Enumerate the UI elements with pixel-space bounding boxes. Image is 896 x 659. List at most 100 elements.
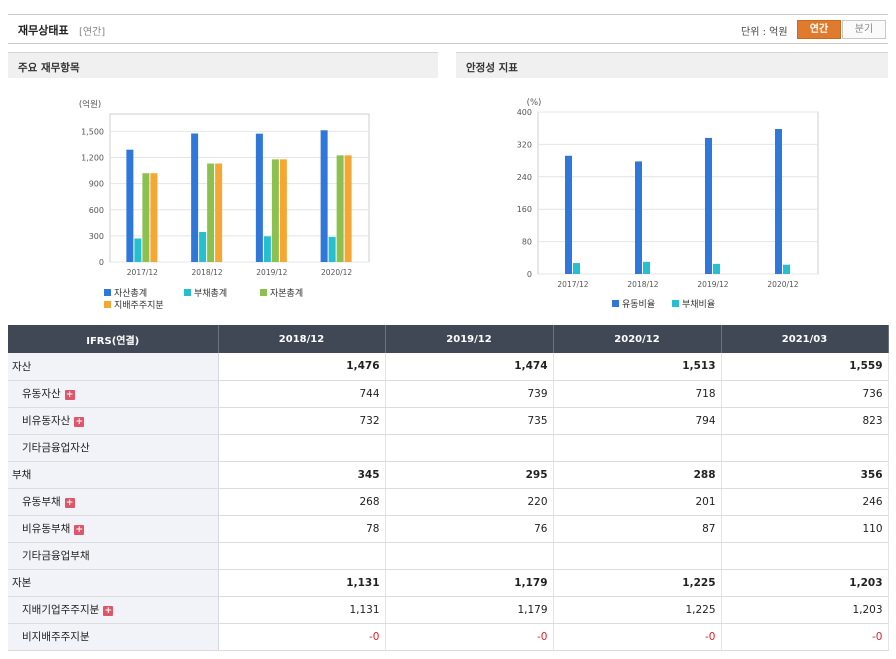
table-cell: 1,179 — [385, 569, 554, 597]
bar — [320, 130, 328, 262]
column-header: 2018/12 — [218, 325, 386, 353]
table-row: 비지배주주지분 -0 -0 -0 -0 — [8, 623, 889, 651]
table-cell: 1,559 — [721, 353, 889, 381]
annual-toggle-button[interactable]: 연간 — [797, 20, 841, 39]
period-subtitle: [연간] — [79, 27, 106, 38]
table-cell: 1,179 — [385, 596, 554, 624]
expand-plus-icon[interactable]: + — [103, 606, 114, 616]
bar — [336, 155, 344, 262]
table-cell: 736 — [721, 380, 889, 408]
table-cell: 76 — [385, 515, 554, 543]
expand-plus-icon[interactable]: + — [64, 498, 75, 508]
table-cell — [553, 434, 722, 462]
table-row: 자본 1,131 1,179 1,225 1,203 — [8, 569, 889, 597]
table-cell: 110 — [721, 515, 889, 543]
table-cell: 1,131 — [218, 569, 386, 597]
row-label: 자산 — [8, 353, 219, 381]
legend-swatch — [672, 300, 679, 307]
x-tick-label: 2020/12 — [321, 268, 352, 277]
bar — [150, 173, 158, 262]
row-label-text: 비유동부채 — [22, 523, 71, 535]
bar — [643, 261, 650, 274]
legend-label: 부채총계 — [194, 287, 227, 299]
table-cell — [721, 542, 889, 570]
bar — [255, 133, 263, 262]
financial-table: IFRS(연결) 2018/12 2019/12 2020/12 2021/03… — [8, 325, 889, 651]
y-tick-label: 320 — [517, 140, 532, 149]
bar — [271, 159, 279, 262]
stability-chart: 0 80 160 240 320 400(%) 2017/12 2018/12 2019/12 2… — [517, 98, 819, 310]
y-tick-label: 600 — [89, 206, 104, 215]
table-cell — [218, 434, 386, 462]
table-row: 비유동부채 +78 76 87 110 — [8, 515, 889, 543]
bar — [713, 263, 720, 274]
row-label: 지배기업주주지분 + — [8, 596, 219, 624]
unit-label: 단위 : 억원 — [741, 27, 788, 38]
y-tick-label: 0 — [527, 270, 532, 279]
expand-plus-icon[interactable]: + — [74, 525, 85, 535]
y-tick-label: 240 — [517, 173, 532, 182]
table-cell — [218, 542, 386, 570]
column-header: 2021/03 — [721, 325, 889, 353]
bar — [191, 133, 199, 262]
quarter-toggle-button[interactable]: 분기 — [842, 20, 886, 39]
expand-plus-icon[interactable]: + — [64, 390, 75, 400]
table-cell: 1,474 — [385, 353, 554, 381]
table-cell: -0 — [385, 623, 554, 651]
statement-header: 재무상태표 [연간] 단위 : 억원 연간 분기 — [8, 14, 888, 44]
table-cell: 1,513 — [553, 353, 722, 381]
row-label: 유동자산 + — [8, 380, 219, 408]
row-label: 기타금융업부채 — [8, 542, 219, 570]
table-cell: 718 — [553, 380, 722, 408]
page-title: 재무상태표 — [18, 24, 69, 37]
bar — [783, 264, 790, 274]
legend-swatch — [104, 289, 111, 296]
bar — [215, 163, 223, 262]
table-cell: 735 — [385, 407, 554, 435]
table-cell: 288 — [553, 461, 722, 489]
bar — [344, 155, 352, 262]
row-label: 기타금융업자산 — [8, 434, 219, 462]
row-label-text: 비유동자산 — [22, 415, 71, 427]
bar — [573, 263, 580, 274]
y-tick-label: 0 — [99, 258, 104, 267]
table-cell: 1,203 — [721, 596, 889, 624]
legend-label: 유동비율 — [622, 299, 655, 310]
column-header: IFRS(연결) — [8, 325, 219, 353]
y-tick-label: 900 — [89, 180, 104, 189]
row-label: 비유동부채 + — [8, 515, 219, 543]
y-tick-label: 80 — [522, 238, 532, 247]
table-cell: 268 — [218, 488, 386, 516]
table-cell: 794 — [553, 407, 722, 435]
bar — [565, 155, 572, 274]
table-row: 지배기업주주지분 +1,131 1,179 1,225 1,203 — [8, 596, 889, 624]
bar — [279, 159, 287, 262]
row-label-text: 자본 — [12, 577, 32, 589]
row-label-text: 기타금융업부채 — [22, 550, 90, 562]
x-tick-label: 2017/12 — [127, 268, 158, 277]
expand-plus-icon[interactable]: + — [74, 417, 85, 427]
main-items-chart: 0 300 600 900 1,200 1,500 (억원) 2017/12 2018/12 20… — [79, 99, 370, 311]
table-cell: -0 — [218, 623, 386, 651]
table-cell — [385, 542, 554, 570]
bar — [199, 231, 207, 262]
x-tick-label: 2018/12 — [192, 268, 223, 277]
bar — [134, 238, 142, 262]
table-cell: 356 — [721, 461, 889, 489]
bar — [705, 137, 712, 274]
table-cell: 1,203 — [721, 569, 889, 597]
y-tick-label: 160 — [517, 205, 532, 214]
x-tick-label: 2019/12 — [256, 268, 287, 277]
legend-label: 지배주주지분 — [114, 300, 164, 311]
table-cell: 739 — [385, 380, 554, 408]
table-cell: 1,476 — [218, 353, 386, 381]
main-items-panel-title: 주요 재무항목 — [8, 52, 438, 78]
legend-swatch — [260, 289, 267, 296]
plot-area — [537, 111, 819, 275]
table-cell: 78 — [218, 515, 386, 543]
table-cell: 1,225 — [553, 569, 722, 597]
row-label-text: 유동자산 — [22, 388, 61, 400]
row-label: 부채 — [8, 461, 219, 489]
x-tick-label: 2020/12 — [767, 280, 798, 289]
x-tick-label: 2017/12 — [557, 280, 588, 289]
